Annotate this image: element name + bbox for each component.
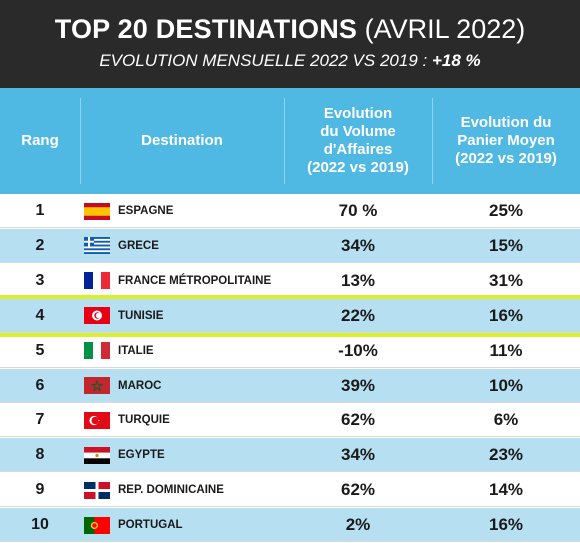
tunisia-flag-icon [84, 307, 110, 325]
header-volume-line: (2022 vs 2019) [307, 159, 409, 176]
table-row: 7 TURQUIE 62% 6% [0, 403, 580, 438]
destination-cell: TURQUIE [84, 403, 284, 437]
header-basket-line: Panier Moyen [457, 132, 555, 149]
page-title: TOP 20 DESTINATIONS (AVRIL 2022) [0, 13, 580, 45]
title-period: (AVRIL 2022) [364, 14, 526, 44]
egypt-flag-icon [84, 446, 110, 464]
basket-cell: 14% [488, 480, 524, 500]
title-bold: TOP 20 DESTINATIONS [54, 14, 358, 44]
volume-cell: 62% [340, 410, 376, 430]
volume-cell: 22% [340, 305, 376, 325]
header-divider [432, 98, 433, 184]
rank-cell: 10 [31, 516, 49, 534]
basket-cell: 16% [488, 515, 524, 535]
rank-cell: 6 [35, 376, 45, 394]
greece-flag-icon [84, 237, 110, 255]
table-row: 3 FRANCE MÉTROPOLITAINE 13% 31% [0, 264, 580, 298]
volume-cell: 34% [340, 445, 376, 465]
basket-cell: 6% [493, 410, 519, 430]
table-header-row: Rang Destination Evolution du Volume d'A… [0, 88, 580, 194]
destination-cell: REP. DOMINICAINE [84, 473, 284, 507]
header-basket-line: Evolution du [460, 114, 552, 131]
italy-flag-icon [84, 342, 110, 360]
basket-cell: 31% [488, 270, 524, 290]
header-destination: Destination [141, 132, 223, 149]
rank-cell: 8 [35, 446, 45, 464]
basket-cell: 11% [489, 340, 523, 360]
destination-name: PORTUGAL [118, 519, 183, 532]
france-flag-icon [84, 272, 110, 290]
header-basket: Evolution du Panier Moyen (2022 vs 2019) [432, 88, 580, 194]
table-row: 5 ITALIE -10% 11% [0, 334, 580, 368]
basket-cell: 23% [488, 445, 524, 465]
destination-name: ESPAGNE [118, 205, 174, 217]
page-subtitle: EVOLUTION MENSUELLE 2022 VS 2019 : +18 % [0, 50, 580, 72]
destination-name: EGYPTE [118, 449, 165, 462]
rank-cell: 2 [35, 236, 45, 254]
basket-cell: 16% [488, 305, 524, 325]
rank-cell: 7 [35, 411, 45, 429]
table-row: 10 PORTUGAL 2% 16% [0, 508, 580, 543]
table-row: 9 REP. DOMINICAINE 62% 14% [0, 473, 580, 508]
rank-cell: 4 [35, 306, 45, 324]
table-row: 4 TUNISIE 22% 16% [0, 298, 580, 333]
header-basket-line: (2022 vs 2019) [455, 150, 557, 167]
table-row: 1 ESPAGNE 70 % 25% [0, 194, 580, 228]
table-row: 6 MAROC 39% 10% [0, 368, 580, 403]
table-row: 8 EGYPTE 34% 23% [0, 438, 580, 473]
header-divider [284, 98, 285, 184]
portugal-flag-icon [84, 516, 110, 534]
destination-name: FRANCE MÉTROPOLITAINE [118, 274, 272, 287]
destination-name: TURQUIE [118, 414, 170, 427]
volume-cell: -10% [338, 340, 378, 360]
subtitle-value: +18 % [431, 51, 481, 70]
header-volume-line: Evolution [323, 105, 393, 122]
spain-flag-icon [84, 202, 110, 220]
basket-cell: 10% [488, 375, 524, 395]
destination-cell: TUNISIE [84, 299, 284, 333]
destination-cell: MAROC [84, 369, 284, 403]
destination-cell: ESPAGNE [84, 194, 284, 228]
basket-cell: 25% [488, 201, 524, 220]
destination-cell: PORTUGAL [84, 508, 284, 542]
volume-cell: 39% [340, 375, 376, 395]
destination-cell: EGYPTE [84, 438, 284, 472]
rank-cell: 9 [35, 481, 45, 499]
morocco-flag-icon [84, 377, 110, 394]
header-rank: Rang [21, 132, 59, 149]
dominican-republic-flag-icon [84, 481, 110, 499]
header-volume: Evolution du Volume d'Affaires (2022 vs … [284, 88, 432, 194]
destination-cell: GRECE [84, 229, 284, 263]
turkey-flag-icon [84, 411, 110, 429]
rank-cell: 5 [35, 341, 45, 359]
destination-name: TUNISIE [118, 309, 164, 322]
volume-cell: 13% [340, 270, 376, 290]
destination-cell: ITALIE [84, 334, 284, 368]
volume-cell: 34% [340, 235, 376, 255]
header-divider [80, 98, 81, 184]
title-band: TOP 20 DESTINATIONS (AVRIL 2022) EVOLUTI… [0, 0, 580, 88]
volume-cell: 62% [340, 480, 376, 500]
header-volume-line: d'Affaires [323, 141, 393, 158]
table-row: 2 GRECE 34% 15% [0, 228, 580, 263]
destination-cell: FRANCE MÉTROPOLITAINE [84, 264, 284, 298]
rank-cell: 3 [35, 271, 45, 289]
rank-cell: 1 [35, 202, 45, 219]
basket-cell: 15% [488, 235, 524, 255]
destination-name: GRECE [118, 239, 159, 252]
volume-cell: 70 % [338, 201, 378, 220]
table-body: 1 ESPAGNE 70 % 25% 2 GRECE 34% 15% 3 FRANCE MÉTRO… [0, 194, 580, 543]
volume-cell: 2% [345, 515, 371, 535]
subtitle-text: EVOLUTION MENSUELLE 2022 VS 2019 : [99, 51, 428, 70]
destination-name: REP. DOMINICAINE [118, 484, 224, 497]
destination-name: MAROC [118, 379, 162, 392]
header-volume-line: du Volume [320, 123, 396, 140]
destination-name: ITALIE [118, 344, 154, 357]
